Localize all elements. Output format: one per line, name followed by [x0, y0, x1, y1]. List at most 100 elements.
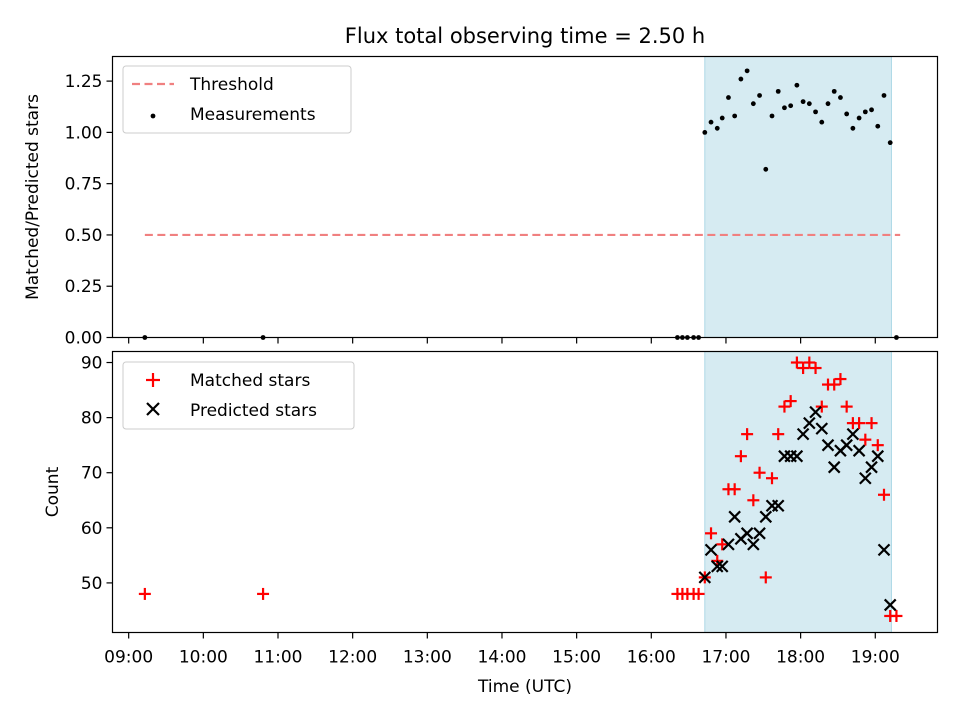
- predicted-star-point: [710, 560, 724, 573]
- bottom-y-tick-label: 80: [81, 409, 103, 429]
- x-tick-label: 13:00: [403, 648, 452, 668]
- measurement-point: [732, 113, 738, 119]
- predicted-star-point: [871, 449, 885, 463]
- bottom-y-tick-label: 70: [81, 464, 103, 484]
- measurement-point: [856, 115, 862, 121]
- predicted-star-mark: [796, 427, 810, 441]
- top-legend: Threshold Measurements: [122, 65, 352, 134]
- x-tick-label: 14:00: [477, 648, 526, 668]
- top-y-tick-label: 0.50: [65, 226, 103, 246]
- predicted-star-point: [859, 471, 872, 485]
- predicted-star-mark: [753, 527, 766, 540]
- predicted-star-point: [747, 538, 760, 551]
- matched-star-point: [772, 428, 785, 441]
- predicted-star-point: [852, 444, 866, 457]
- predicted-star-point: [759, 510, 773, 524]
- x-tick-label: 12:00: [328, 648, 377, 668]
- predicted-star-mark: [871, 449, 885, 463]
- predicted-star-mark: [790, 449, 804, 463]
- predicted-star-point: [815, 422, 829, 435]
- measurement-point: [702, 129, 708, 135]
- matched-star-point: [877, 488, 890, 501]
- legend-measurements-label: Measurements: [190, 105, 316, 125]
- top-axes-frame: [111, 55, 939, 339]
- predicted-star-mark: [827, 460, 841, 474]
- bottom-panel: 50 60 70 80 90 09:00 10:00 11:00 12:00 13:00 14:00…: [43, 350, 939, 697]
- measurement-point: [775, 88, 781, 94]
- predicted-star-point: [771, 499, 785, 513]
- bottom-legend: Matched stars Predicted stars: [122, 361, 355, 430]
- bottom-y-tick-label: 50: [81, 574, 103, 594]
- predicted-star-point: [821, 438, 835, 452]
- predicted-star-mark: [859, 471, 872, 485]
- x-tick-label: 18:00: [776, 648, 825, 668]
- top-y-tick-label: 0.25: [65, 277, 103, 297]
- predicted-star-point: [740, 527, 754, 540]
- legend-matched-label: Matched stars: [190, 371, 310, 391]
- measurement-point: [875, 123, 881, 129]
- bottom-axes-frame: [111, 350, 939, 634]
- bottom-y-tick-label: 60: [81, 519, 103, 539]
- matched-star-point: [865, 417, 878, 430]
- measurement-point: [769, 113, 775, 119]
- predicted-star-point: [704, 543, 718, 557]
- predicted-star-mark: [710, 560, 724, 573]
- predicted-star-point: [796, 427, 810, 441]
- predicted-star-point: [715, 560, 729, 573]
- matched-star-point: [840, 400, 853, 413]
- x-tick-label: 15:00: [552, 648, 601, 668]
- x-tick-label: 10:00: [179, 648, 228, 668]
- x-axis-label: Time (UTC): [477, 677, 572, 697]
- matched-star-point: [803, 356, 816, 369]
- x-tick-label: 16:00: [627, 648, 676, 668]
- matched-star-point: [828, 378, 841, 391]
- measurement-point: [862, 109, 868, 115]
- measurement-point: [831, 88, 837, 94]
- matched-star-point: [871, 439, 884, 452]
- matched-star-point: [728, 483, 741, 496]
- predicted-star-mark: [865, 460, 878, 474]
- top-y-tick-label: 0.75: [65, 175, 103, 195]
- matched-star-point: [859, 433, 872, 446]
- measurement-point: [844, 111, 850, 117]
- measurement-point: [708, 119, 714, 125]
- predicted-star-point: [840, 438, 853, 452]
- measurement-point: [757, 93, 762, 98]
- predicted-star-mark: [740, 527, 754, 540]
- predicted-star-mark: [747, 538, 760, 551]
- predicted-star-mark: [803, 416, 816, 430]
- measurement-point: [750, 101, 756, 107]
- matched-star-point: [815, 400, 828, 413]
- measurement-point: [850, 125, 856, 131]
- matched-star-point: [784, 395, 797, 408]
- legend-measurements-swatch: [150, 113, 156, 119]
- measurement-point: [813, 109, 818, 115]
- matched-star-point: [766, 472, 779, 485]
- matched-stars-points: [138, 356, 903, 622]
- measurement-point: [782, 105, 787, 111]
- measurement-point: [714, 125, 720, 131]
- predicted-star-mark: [771, 499, 785, 513]
- bottom-legend-box: [122, 361, 355, 430]
- predicted-star-mark: [821, 438, 835, 452]
- matched-star-point: [257, 587, 270, 600]
- predicted-stars-points: [698, 405, 897, 612]
- top-y-tick-label: 0.00: [65, 329, 103, 349]
- predicted-star-point: [698, 571, 712, 584]
- matched-star-point: [716, 538, 729, 551]
- predicted-star-mark: [698, 571, 712, 584]
- measurement-point: [881, 93, 887, 98]
- bottom-y-axis-label: Count: [43, 466, 63, 517]
- matched-star-point: [705, 527, 718, 540]
- measurement-point: [819, 119, 825, 125]
- measurement-point: [838, 95, 843, 100]
- matched-star-point: [797, 362, 810, 375]
- matched-star-point: [778, 400, 791, 413]
- predicted-star-point: [790, 449, 804, 463]
- top-y-tick-label: 1.25: [65, 72, 103, 92]
- x-tick-label: 11:00: [253, 648, 302, 668]
- measurement-point: [869, 107, 874, 113]
- predicted-star-mark: [722, 538, 735, 551]
- measurement-point: [825, 101, 831, 107]
- predicted-star-mark: [815, 422, 829, 435]
